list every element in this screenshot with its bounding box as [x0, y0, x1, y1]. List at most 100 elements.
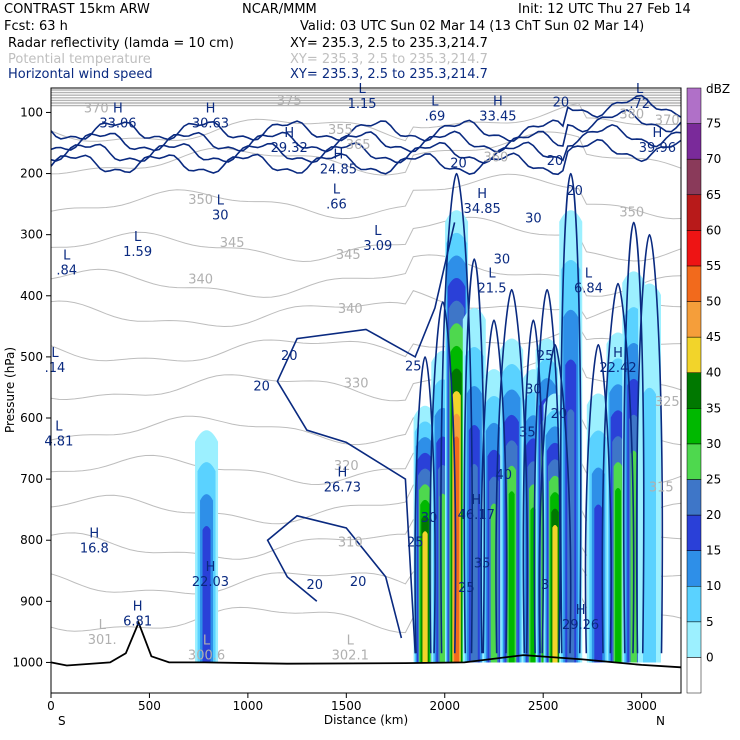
y-axis: 100 200 300 400 500 600 700 800 900 1000 [12, 105, 51, 669]
extremum-value: 30.63 [192, 117, 229, 132]
extremum-marker: L [636, 82, 644, 97]
wind-contour [440, 172, 474, 654]
extremum-marker: H [471, 493, 481, 508]
theta-contour-label: 315 [649, 480, 674, 495]
extremum-value: 24.85 [320, 163, 357, 178]
wind-contour [414, 356, 436, 654]
x-tick-label: 2500 [528, 699, 559, 713]
extremum-value: 6.81 [123, 615, 152, 630]
wind-contour [635, 233, 664, 654]
colorbar-tick-label: 75 [706, 117, 721, 131]
extremum-marker: L [55, 419, 63, 434]
field-reflectivity-xy: XY= 235.3, 2.5 to 235.3,214.7 [290, 36, 488, 51]
theta-contour-label: 370 [84, 101, 109, 116]
wind-contour [522, 319, 545, 654]
extremum-value: 22.03 [192, 575, 229, 590]
field-wind-name: Horizontal wind speed [8, 67, 153, 82]
wind-contour [50, 138, 682, 176]
wind-contour-label: 3 [541, 578, 549, 593]
wind-contour-label: 25 [405, 359, 422, 374]
extremum-marker: H [493, 94, 503, 109]
extremum-marker: L [488, 267, 496, 282]
colorbar-tick-label: 0 [706, 650, 714, 664]
theta-contour [50, 131, 682, 176]
contour-labels: 3753703653603553503453453503403403303203… [44, 82, 679, 663]
x-tick-label: 0 [47, 699, 55, 713]
x-tick-label: 500 [138, 699, 161, 713]
colorbar-tick-label: 50 [706, 295, 721, 309]
colorbar-swatch [686, 194, 702, 231]
extremum-marker: L [203, 633, 211, 648]
y-tick-label: 100 [20, 105, 43, 119]
extremum-value: 1.59 [123, 245, 152, 260]
wind-contour [50, 109, 682, 154]
extremum-marker: H [334, 148, 344, 163]
y-tick-label: 600 [20, 411, 43, 425]
extremum-value: 30 [212, 208, 229, 223]
extremum-marker: L [431, 94, 439, 109]
colorbar-tick-label: 25 [706, 472, 721, 486]
field-theta-name: Potential temperature [8, 52, 151, 67]
extremum-marker: L [333, 182, 341, 197]
colorbar: 0 5 10 15 20 25 30 35 40 45 50 55 60 65 70 75 [686, 87, 721, 694]
wind-contour [495, 288, 529, 654]
y-tick-label: 800 [20, 533, 43, 547]
extremum-marker: L [134, 230, 142, 245]
wind-contour-label: 40 [496, 468, 513, 483]
x-axis-right-end: N [656, 714, 665, 728]
x-tick-label: 3000 [626, 699, 657, 713]
colorbar-tick-label: 10 [706, 579, 721, 593]
reflectivity-cell [594, 504, 603, 663]
colorbar-swatch [686, 479, 702, 516]
colorbar-tick-label: 30 [706, 437, 721, 451]
reflectivity-cell [422, 531, 428, 663]
y-tick-label: 300 [20, 228, 43, 242]
extremum-value: 6.84 [574, 282, 603, 297]
center-name: NCAR/MMM [242, 2, 317, 17]
extremum-marker: H [113, 102, 123, 117]
terrain-profile [50, 620, 682, 669]
reflectivity-cell [202, 526, 211, 663]
theta-contour-label: 310 [338, 535, 363, 550]
colorbar-swatch [686, 657, 702, 694]
theta-contour [50, 173, 682, 220]
field-wind-xy: XY= 235.3, 2.5 to 235.3,214.7 [290, 67, 488, 82]
extremum-marker: L [347, 633, 355, 648]
extremum-value: 33.45 [479, 109, 516, 124]
extremum-marker: L [585, 267, 593, 282]
wind-contour-label: 25 [537, 349, 554, 364]
colorbar-swatch [686, 123, 702, 160]
reflectivity-cell [643, 387, 656, 663]
y-tick-label: 400 [20, 289, 43, 303]
theta-contour-label: 325 [655, 395, 680, 410]
theta-contour-label: 340 [188, 273, 213, 288]
wind-contour [584, 343, 612, 654]
wind-contour-label: 20 [350, 575, 367, 590]
colorbar-swatch [686, 443, 702, 480]
extremum-marker: H [206, 102, 216, 117]
theta-contour-label: 330 [344, 376, 369, 391]
colorbar-swatch [686, 87, 702, 124]
wind-contour-label: 20 [547, 154, 564, 169]
extremum-marker: H [133, 600, 143, 615]
colorbar-swatch [686, 408, 702, 445]
wind-contour-label: 30 [525, 383, 542, 398]
extremum-value: 1.15 [348, 97, 377, 112]
extremum-value: 21.5 [478, 282, 507, 297]
plot-area: 3753703653603553503453453503403403303203… [44, 82, 682, 694]
extremum-marker: L [99, 618, 107, 633]
wind-contour-label: 35 [519, 425, 536, 440]
extremum-value: .69 [425, 109, 446, 124]
colorbar-tick-label: 60 [706, 223, 721, 237]
model-name: CONTRAST 15km ARW [4, 2, 150, 17]
theta-contour-label: 365 [346, 138, 371, 153]
colorbar-tick-label: 45 [706, 330, 721, 344]
extremum-value: 300.6 [188, 648, 225, 663]
extremum-value: 302.1 [332, 648, 369, 663]
extremum-marker: L [358, 82, 366, 97]
y-tick-label: 1000 [12, 655, 43, 669]
wind-contour [559, 172, 582, 654]
reflectivity-cell [552, 525, 558, 663]
init-time: Init: 12 UTC Thu 27 Feb 14 [518, 2, 691, 17]
